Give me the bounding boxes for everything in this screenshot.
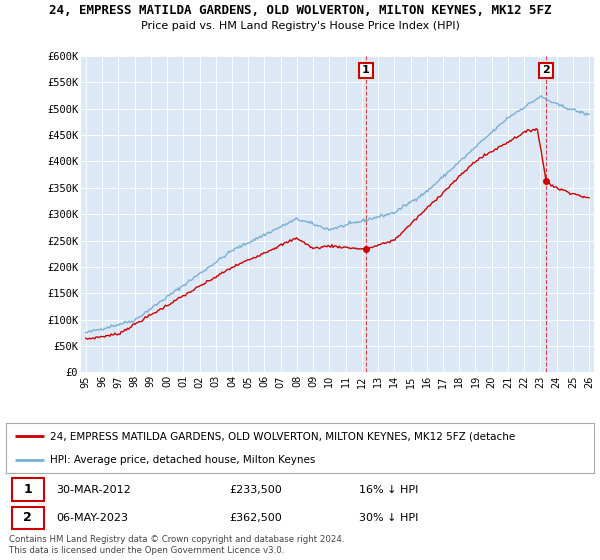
Text: Price paid vs. HM Land Registry's House Price Index (HPI): Price paid vs. HM Land Registry's House … [140, 21, 460, 31]
Text: 06-MAY-2023: 06-MAY-2023 [56, 513, 128, 523]
Text: 2: 2 [23, 511, 32, 524]
Text: £233,500: £233,500 [229, 484, 282, 494]
Text: 30% ↓ HPI: 30% ↓ HPI [359, 513, 418, 523]
FancyBboxPatch shape [12, 478, 44, 501]
Text: 24, EMPRESS MATILDA GARDENS, OLD WOLVERTON, MILTON KEYNES, MK12 5FZ (detache: 24, EMPRESS MATILDA GARDENS, OLD WOLVERT… [50, 431, 515, 441]
FancyBboxPatch shape [12, 507, 44, 529]
Text: HPI: Average price, detached house, Milton Keynes: HPI: Average price, detached house, Milt… [50, 455, 316, 465]
Text: 24, EMPRESS MATILDA GARDENS, OLD WOLVERTON, MILTON KEYNES, MK12 5FZ: 24, EMPRESS MATILDA GARDENS, OLD WOLVERT… [49, 4, 551, 17]
Text: 1: 1 [362, 66, 370, 76]
Text: £362,500: £362,500 [229, 513, 282, 523]
Text: 2: 2 [542, 66, 550, 76]
Text: Contains HM Land Registry data © Crown copyright and database right 2024.
This d: Contains HM Land Registry data © Crown c… [9, 535, 344, 555]
Text: 16% ↓ HPI: 16% ↓ HPI [359, 484, 418, 494]
Text: 30-MAR-2012: 30-MAR-2012 [56, 484, 131, 494]
Text: 1: 1 [23, 483, 32, 496]
